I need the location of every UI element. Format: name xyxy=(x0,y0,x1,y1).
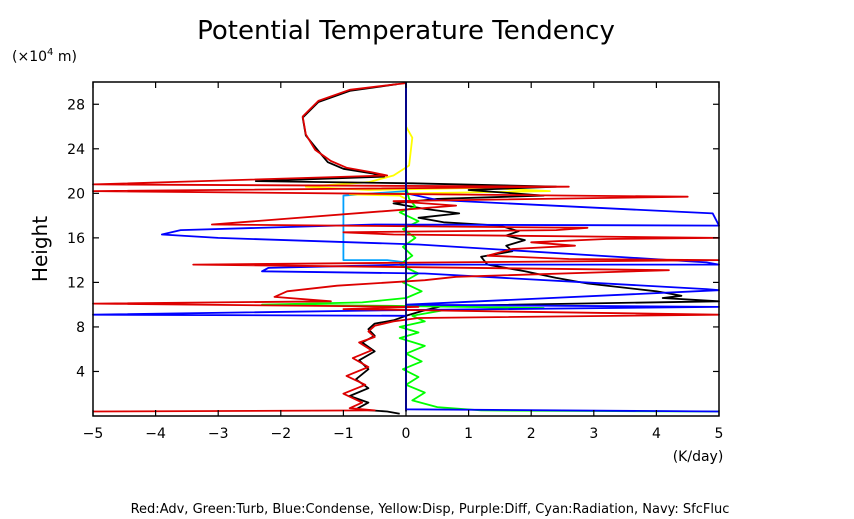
x-tick-label: −2 xyxy=(270,426,291,442)
series-line xyxy=(304,82,551,411)
y-tick-label: 24 xyxy=(67,142,85,158)
series-line xyxy=(261,186,720,413)
x-tick-label: 4 xyxy=(652,426,661,442)
y-tick-label: 8 xyxy=(76,320,85,336)
x-tick-label: −1 xyxy=(333,426,354,442)
y-unit-exponent: 4 xyxy=(47,47,53,58)
x-tick-label: 0 xyxy=(402,426,411,442)
chart-title: Potential Temperature Tendency xyxy=(197,16,615,46)
x-ticks: −5 −4 −3 −2 −1 0 1 2 3 4 5 xyxy=(83,82,724,442)
y-tick-label: 16 xyxy=(67,231,85,247)
x-tick-label: 3 xyxy=(589,426,598,442)
series-line xyxy=(342,82,407,411)
series-line xyxy=(92,82,720,413)
x-tick-label: −5 xyxy=(83,426,104,442)
x-tick-label: 5 xyxy=(715,426,724,442)
y-tick-label: 4 xyxy=(76,364,85,380)
x-unit-label: (K/day) xyxy=(673,449,724,465)
y-unit-suffix: m) xyxy=(53,49,77,65)
y-axis-label: Height xyxy=(28,216,52,282)
y-tick-label: 28 xyxy=(67,97,85,113)
series-layer xyxy=(92,82,720,415)
y-tick-label: 20 xyxy=(67,186,85,202)
x-tick-label: 1 xyxy=(464,426,473,442)
x-tick-label: −4 xyxy=(145,426,166,442)
y-unit-prefix: (×10 xyxy=(12,49,47,65)
y-unit-label: (×104 m) xyxy=(12,47,77,65)
x-tick-label: −3 xyxy=(208,426,229,442)
y-tick-label: 12 xyxy=(67,275,85,291)
legend-text: Red:Adv, Green:Turb, Blue:Condense, Yell… xyxy=(131,502,730,517)
y-ticks: 4 8 12 16 20 24 28 xyxy=(67,97,719,380)
x-tick-label: 2 xyxy=(527,426,536,442)
